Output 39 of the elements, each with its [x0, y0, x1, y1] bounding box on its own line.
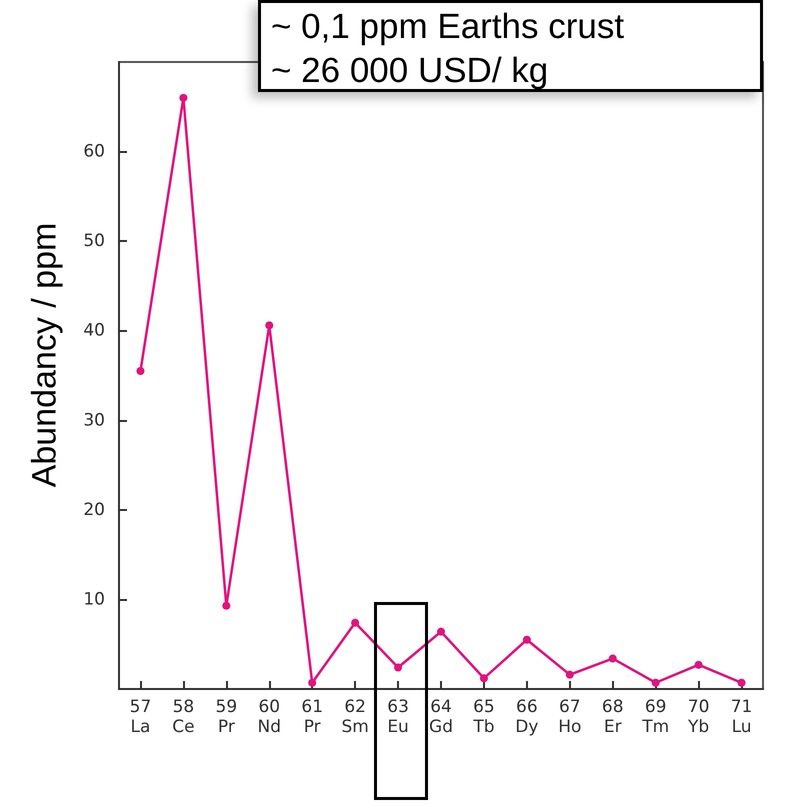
point [179, 94, 188, 102]
point [738, 678, 746, 687]
point [480, 674, 488, 682]
point [136, 367, 144, 376]
x-tick-label: 57 La [130, 697, 152, 737]
x-tick-label: 64 Gd [429, 697, 453, 737]
point [694, 660, 703, 669]
y-tick-label: 60 [83, 142, 105, 162]
x-tick-label: 65 Tb [472, 697, 495, 737]
point [308, 678, 316, 687]
x-tick-label: 62 Sm [341, 697, 369, 737]
annotation: ~ 26 000 USD/ kg [271, 50, 550, 92]
y-tick-label: 20 [83, 500, 105, 520]
point [222, 602, 230, 610]
point [437, 628, 445, 636]
point [394, 664, 402, 672]
x-tick-label: 61 Pr [301, 697, 324, 737]
x-tick-label: 59 Pr [216, 697, 238, 737]
x-tick-label: 68 Er [602, 697, 624, 737]
point [608, 654, 617, 663]
x-tick-label: 60 Nd [258, 697, 282, 737]
x-tick-label: 71 Lu [730, 697, 752, 737]
point [265, 321, 274, 330]
point [652, 678, 660, 687]
x-tick-label: 70 Yb [687, 697, 710, 737]
point [522, 636, 531, 644]
point [566, 670, 574, 679]
point [351, 618, 360, 627]
x-tick-label: 69 Tm [641, 697, 670, 737]
y-axis-title: Abundancy / ppm [26, 222, 64, 488]
callout-box: ~ 0,1 ppm Earths crust ~ 26 000 USD/ kg [258, 0, 763, 92]
x-tick-label: 58 Ce [172, 697, 195, 737]
x-tick-label: 66 Dy [515, 697, 538, 737]
y-tick-label: 10 [83, 589, 105, 610]
x-tick-label: 63 Eu [387, 697, 409, 737]
y-tick-label: 50 [83, 231, 105, 252]
x-tick-label: 67 Ho [558, 697, 582, 737]
y-tick-label: 40 [83, 320, 105, 341]
y-tick-label: 30 [83, 410, 105, 430]
